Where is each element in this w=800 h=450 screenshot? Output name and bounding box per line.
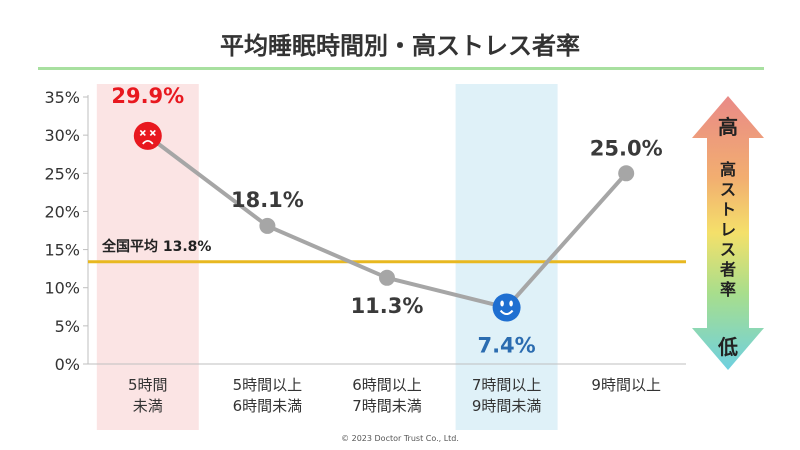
arrow-high-label: 高 xyxy=(718,115,738,139)
arrow-low-label: 低 xyxy=(717,335,738,359)
data-label: 25.0% xyxy=(590,136,663,160)
eye xyxy=(509,300,513,307)
y-tick-label: 10% xyxy=(44,279,80,298)
x-category-label: 6時間以上 xyxy=(352,376,422,394)
copyright-text: © 2023 Doctor Trust Co., Ltd. xyxy=(341,434,459,443)
x-category-label: 7時間未満 xyxy=(352,397,422,415)
data-label: 29.9% xyxy=(111,84,184,108)
arrow-vertical-label-char: 高 xyxy=(720,160,736,179)
sad-face-icon xyxy=(133,121,162,150)
arrow-vertical-label-char: 率 xyxy=(720,280,736,299)
x-eye xyxy=(139,129,146,136)
smile xyxy=(499,309,514,316)
data-point xyxy=(379,269,395,286)
arrow-vertical-label-char: ス xyxy=(720,240,736,259)
y-tick-label: 35% xyxy=(44,88,80,107)
y-tick-label: 15% xyxy=(44,241,80,260)
title-underline xyxy=(38,67,764,70)
data-label: 7.4% xyxy=(477,334,535,358)
chart-title: 平均睡眠時間別・高ストレス者率 xyxy=(220,32,580,60)
x-category-label: 6時間未満 xyxy=(233,397,303,415)
x-category-label: 5時間 xyxy=(128,376,168,394)
smile-face-icon xyxy=(492,293,521,322)
data-label: 18.1% xyxy=(231,188,304,212)
smile-face-circle xyxy=(492,293,521,322)
arrow-vertical-label-char: ス xyxy=(720,180,736,199)
data-point xyxy=(618,165,635,182)
y-tick-label: 30% xyxy=(44,126,80,145)
sad-face-circle xyxy=(133,121,162,150)
x-category-label: 9時間以上 xyxy=(591,376,661,394)
x-eye xyxy=(149,129,156,136)
eye xyxy=(500,300,504,307)
x-category-label: 9時間未満 xyxy=(472,397,542,415)
data-point xyxy=(259,217,276,234)
data-label: 11.3% xyxy=(351,294,424,318)
y-tick-label: 0% xyxy=(55,355,80,374)
x-category-label: 7時間以上 xyxy=(472,376,542,394)
y-tick-label: 20% xyxy=(44,202,80,221)
y-tick-label: 25% xyxy=(44,164,80,183)
average-line-label: 全国平均 13.8% xyxy=(101,238,211,255)
stress-scale-arrow xyxy=(692,96,764,370)
arrow-vertical-label-char: レ xyxy=(720,220,736,239)
frown xyxy=(142,140,154,145)
y-tick-label: 5% xyxy=(55,317,80,336)
low-highlight-band xyxy=(455,84,558,430)
arrow-vertical-label-char: 者 xyxy=(719,260,736,279)
x-category-label: 未満 xyxy=(133,397,163,415)
arrow-vertical-label-char: ト xyxy=(720,200,736,219)
x-category-label: 5時間以上 xyxy=(233,376,303,394)
